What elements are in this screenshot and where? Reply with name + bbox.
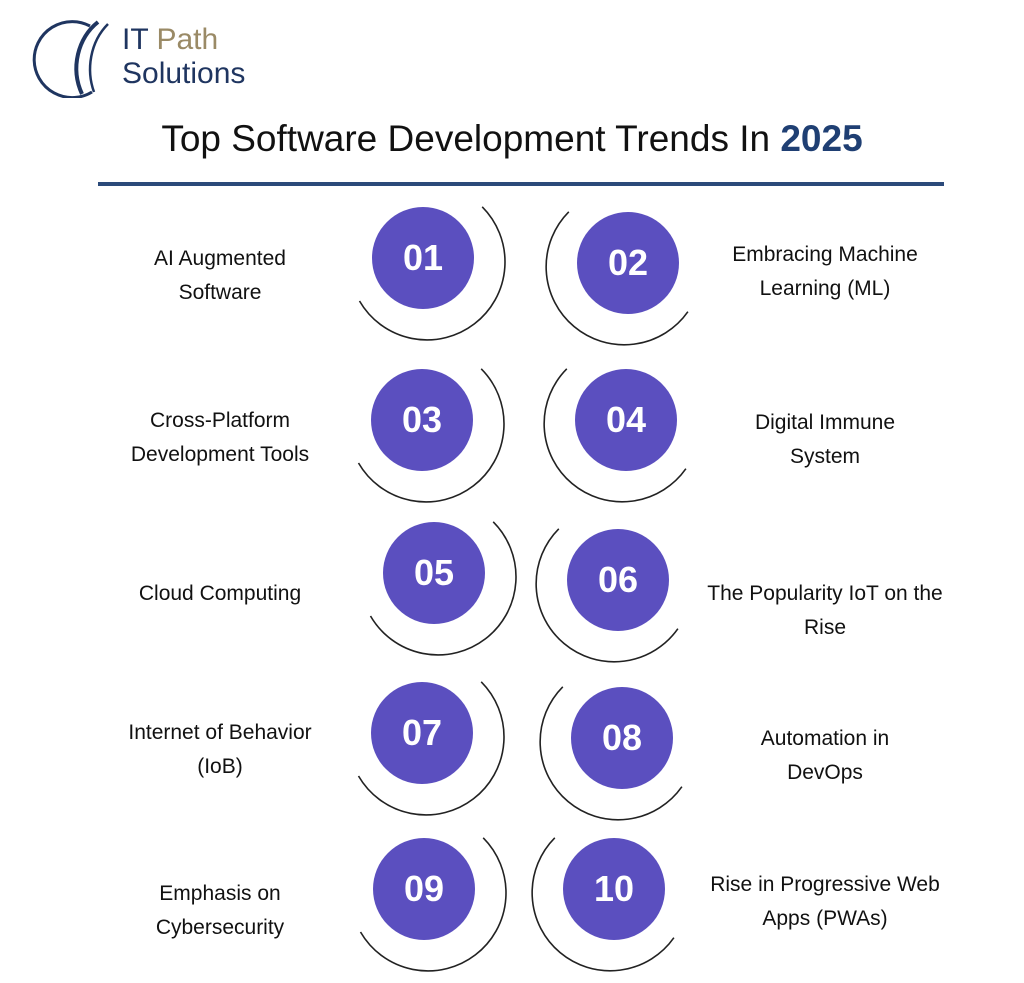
trend-item: 01 AI Augmented Software (0, 0, 506, 341)
trend-number: 05 (413, 552, 455, 593)
decorative-arc (539, 686, 683, 821)
title-year: 2025 (780, 118, 863, 159)
trend-label: Emphasis on Cybersecurity (155, 882, 285, 939)
trend-number: 02 (607, 242, 649, 283)
decorative-arc (359, 837, 507, 972)
trend-number-badge: 09 (373, 838, 475, 940)
title-text: Top Software Development Trends In (161, 118, 771, 159)
logo-swoosh-icon (32, 20, 109, 98)
trend-label: Digital Immune System (754, 411, 896, 468)
logo-it: IT (122, 23, 149, 56)
trend-number-badge: 08 (571, 687, 673, 789)
trend-number: 03 (401, 399, 443, 440)
trend-number-badge: 07 (371, 682, 473, 784)
trend-item: 04 Digital Immune System (0, 0, 895, 503)
trend-number: 07 (401, 712, 443, 753)
trend-item: 05 Cloud Computing (0, 0, 517, 656)
trend-item: 03 Cross-Platform Development Tools (0, 0, 505, 503)
trend-number: 08 (601, 717, 643, 758)
trend-label: Rise in Progressive Web Apps (PWAs) (710, 873, 940, 930)
trend-item: 02 Embracing Machine Learning (ML) (0, 0, 918, 346)
decorative-arc (545, 211, 689, 346)
trend-number: 06 (597, 559, 639, 600)
trend-number-badge: 03 (371, 369, 473, 471)
decorative-arc (358, 206, 506, 341)
trend-item: 07 Internet of Behavior (IoB) (0, 0, 505, 816)
decorative-arc (543, 368, 687, 503)
trend-number: 04 (605, 399, 647, 440)
decorative-arc (357, 368, 505, 503)
trend-item: 08 Automation in DevOps (0, 0, 889, 821)
decorative-arc (357, 681, 505, 816)
trend-number-badge: 05 (383, 522, 485, 624)
decorative-arc (531, 837, 675, 972)
trend-label: Embracing Machine Learning (ML) (732, 243, 918, 300)
decorative-arc (535, 528, 679, 663)
company-logo: IT Path Solutions (30, 18, 270, 98)
trend-label: Automation in DevOps (760, 727, 890, 784)
trend-number: 01 (402, 237, 444, 278)
decorative-arc (369, 521, 517, 656)
trend-number-badge: 06 (567, 529, 669, 631)
trend-number-badge: 10 (563, 838, 665, 940)
trend-number-badge: 02 (577, 212, 679, 314)
trend-number: 10 (593, 868, 635, 909)
trend-label: Cross-Platform Development Tools (130, 409, 310, 466)
trend-number-badge: 04 (575, 369, 677, 471)
trend-label: Internet of Behavior (IoB) (128, 721, 312, 778)
trend-number-badge: 01 (372, 207, 474, 309)
trend-item: 10 Rise in Progressive Web Apps (PWAs) (0, 0, 940, 972)
logo-line-2: Solutions (122, 57, 246, 90)
logo-line-1: IT Path (122, 24, 218, 56)
title-divider (98, 182, 944, 186)
trend-item: 06 The Popularity IoT on the Rise (0, 0, 943, 663)
trend-label: AI Augmented Software (154, 247, 286, 304)
page-title: Top Software Development Trends In 2025 (0, 116, 1024, 162)
trend-item: 09 Emphasis on Cybersecurity (0, 0, 507, 972)
trend-number: 09 (403, 868, 445, 909)
trend-label: Cloud Computing (138, 582, 302, 605)
trend-label: The Popularity IoT on the Rise (707, 582, 943, 639)
logo-path: Path (156, 23, 219, 56)
